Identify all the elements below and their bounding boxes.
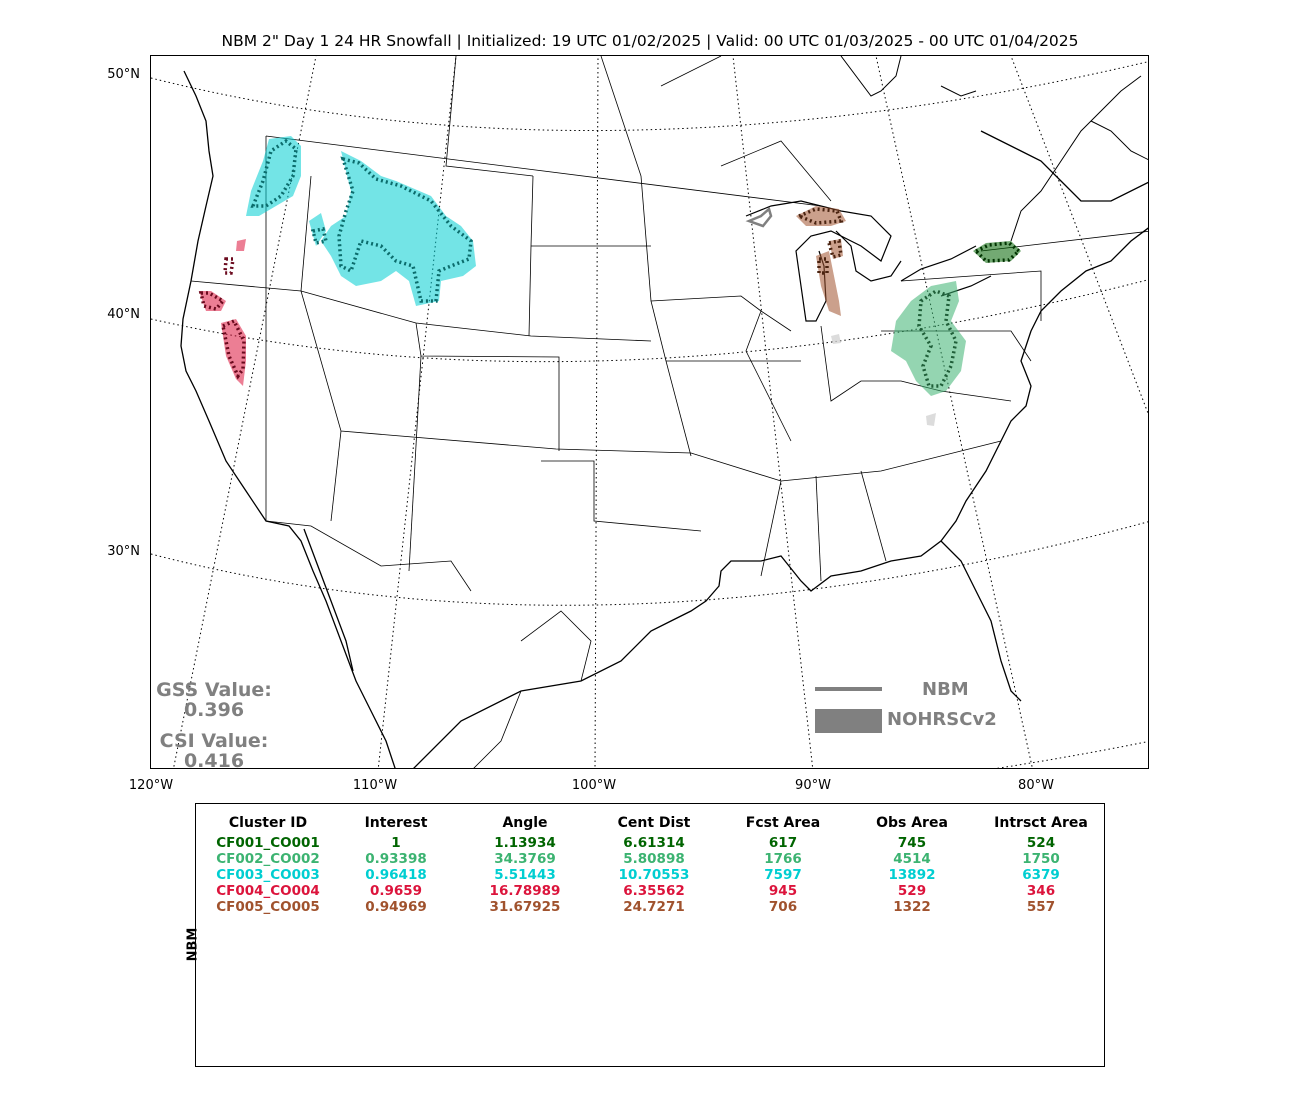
table-cell: 10.70553	[618, 867, 690, 883]
table-cell: CF001_CO001	[216, 835, 320, 851]
table-column: Fcst Area 617 1766 7597 945 706	[708, 815, 858, 915]
canada-coast	[840, 56, 1148, 242]
table-column: Cluster ID CF001_CO001 CF002_CO002 CF003_CO…	[193, 815, 343, 915]
legend-line-label: NBM	[922, 679, 969, 700]
table-cell: 524	[1026, 835, 1056, 851]
table-column: Obs Area 745 4514 13892 529 1322	[837, 815, 987, 915]
table-column: Interest 1 0.93398 0.96418 0.9659 0.94969	[321, 815, 471, 915]
state-borders	[190, 56, 1148, 768]
table-cell: 0.9659	[369, 883, 423, 899]
table-cell: 1322	[893, 899, 931, 915]
table-cell: 4514	[893, 851, 931, 867]
table-cell: 0.93398	[365, 851, 427, 867]
table-cell: 0.96418	[365, 867, 427, 883]
table-cell: 945	[768, 883, 798, 899]
table-cell: 16.78989	[489, 883, 561, 899]
table-cell: 7597	[764, 867, 802, 883]
gss-value: 0.396	[183, 699, 245, 721]
table-cell: 529	[897, 883, 927, 899]
table-cell: CF003_CO003	[216, 867, 320, 883]
legend-line-swatch	[815, 687, 882, 691]
table-column: Angle 1.13934 34.3769 5.51443 16.78989 31.679…	[450, 815, 600, 915]
legend-patch-swatch	[815, 709, 882, 733]
table-cell: 6.35562	[623, 883, 685, 899]
lat-label-40: 40°N	[107, 307, 140, 322]
table-header-cell: Obs Area	[876, 815, 948, 831]
fcst-contours	[198, 138, 1022, 388]
table-cell: 346	[1026, 883, 1056, 899]
lon-label-120w: 120°W	[128, 778, 174, 793]
table-header-cell: Intrsct Area	[994, 815, 1088, 831]
table-header-cell: Cluster ID	[228, 815, 308, 831]
table-header-cell: Angle	[502, 815, 548, 831]
table-header-cell: Interest	[364, 815, 428, 831]
table-header-cell: Cent Dist	[617, 815, 691, 831]
table-cell: CF005_CO005	[216, 899, 320, 915]
table-cell: 13892	[888, 867, 936, 883]
obs-areas	[199, 136, 1021, 426]
table-cell: 1	[391, 835, 401, 851]
chart-title: NBM 2" Day 1 24 HR Snowfall | Initialize…	[221, 32, 1079, 50]
legend-patch-label: NOHRSCv2	[887, 709, 997, 730]
lon-label-80w: 80°W	[1018, 778, 1054, 793]
table-cell: 617	[768, 835, 798, 851]
table-header-cell: Fcst Area	[745, 815, 821, 831]
lat-label-30: 30°N	[107, 544, 140, 559]
gss-label: GSS Value:	[156, 679, 272, 701]
table-cell: 5.80898	[623, 851, 685, 867]
table-column: Cent Dist 6.61314 5.80898 10.70553 6.35562 24…	[579, 815, 729, 915]
lon-label-100w: 100°W	[571, 778, 617, 793]
lon-label-110w: 110°W	[352, 778, 398, 793]
table-cell: 31.67925	[489, 899, 561, 915]
lat-label-50: 50°N	[107, 67, 140, 82]
table-cell: CF002_CO002	[216, 851, 320, 867]
coastline	[180, 70, 1148, 768]
map-panel	[150, 55, 1149, 769]
table-cell: 0.94969	[365, 899, 427, 915]
csi-value: 0.416	[183, 750, 245, 772]
table-cell: 6379	[1022, 867, 1060, 883]
csi-label: CSI Value:	[159, 730, 269, 752]
lon-label-90w: 90°W	[795, 778, 831, 793]
map-svg	[151, 56, 1148, 768]
table-cell: 5.51443	[494, 867, 556, 883]
table-cell: 745	[897, 835, 927, 851]
table-cell: 24.7271	[623, 899, 685, 915]
table-cell: 1.13934	[494, 835, 556, 851]
table-column: Intrsct Area 524 1750 6379 346 557	[966, 815, 1116, 915]
table-cell: 1766	[764, 851, 802, 867]
table-cell: 706	[768, 899, 798, 915]
stats-table	[195, 803, 1105, 1067]
table-cell: 34.3769	[494, 851, 556, 867]
table-ylabel: NBM	[185, 927, 201, 962]
table-cell: CF004_CO004	[216, 883, 320, 899]
table-cell: 557	[1026, 899, 1056, 915]
table-cell: 1750	[1022, 851, 1060, 867]
table-cell: 6.61314	[623, 835, 685, 851]
